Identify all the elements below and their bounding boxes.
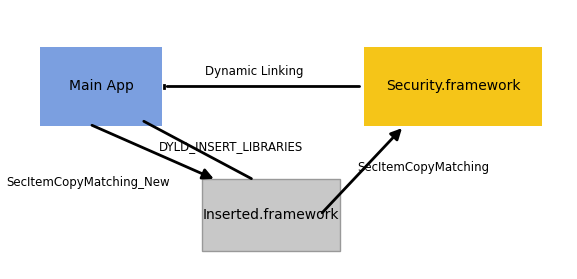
Text: DYLD_INSERT_LIBRARIES: DYLD_INSERT_LIBRARIES xyxy=(159,140,303,153)
Text: SecItemCopyMatching: SecItemCopyMatching xyxy=(358,161,490,174)
FancyBboxPatch shape xyxy=(364,47,542,126)
FancyBboxPatch shape xyxy=(40,47,162,126)
Text: Dynamic Linking: Dynamic Linking xyxy=(205,65,304,78)
Text: SecItemCopyMatching_New: SecItemCopyMatching_New xyxy=(6,176,170,189)
Text: Security.framework: Security.framework xyxy=(385,80,520,93)
Text: Main App: Main App xyxy=(69,80,133,93)
FancyBboxPatch shape xyxy=(202,179,340,251)
Text: Inserted.framework: Inserted.framework xyxy=(203,208,339,222)
